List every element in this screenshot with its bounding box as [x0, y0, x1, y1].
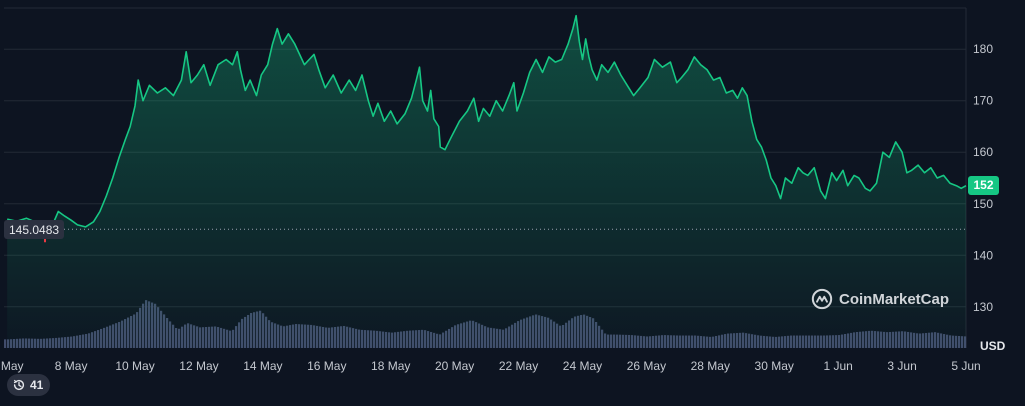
x-tick-label: 24 May: [563, 359, 602, 373]
x-tick-label: 14 May: [243, 359, 282, 373]
y-tick-label: 160: [973, 145, 993, 159]
x-tick-label: 26 May: [627, 359, 666, 373]
y-tick-label: 150: [973, 197, 993, 211]
x-tick-label: 12 May: [179, 359, 218, 373]
reference-price-line: [4, 228, 966, 243]
x-tick-label: 18 May: [371, 359, 410, 373]
currency-label: USD: [980, 339, 1006, 353]
history-clock-icon: [13, 379, 25, 391]
history-count: 41: [30, 378, 44, 392]
coinmarketcap-logo-icon: [811, 288, 833, 310]
watermark-text: CoinMarketCap: [839, 290, 950, 308]
x-tick-label: 6 May: [0, 359, 24, 373]
coinmarketcap-watermark: CoinMarketCap: [811, 288, 949, 310]
price-line: [7, 14, 967, 228]
y-tick-label: 180: [973, 42, 993, 56]
x-tick-label: 28 May: [691, 359, 730, 373]
y-axis: 130 140 150 160 170 180: [973, 42, 993, 314]
history-badge[interactable]: 41: [7, 374, 51, 396]
y-tick-label: 140: [973, 248, 993, 262]
y-tick-label: 170: [973, 94, 993, 108]
x-tick-label: 10 May: [115, 359, 154, 373]
x-tick-label: 3 Jun: [887, 359, 916, 373]
y-tick-label: 130: [973, 300, 993, 314]
x-tick-label: 22 May: [499, 359, 538, 373]
x-tick-label: 20 May: [435, 359, 474, 373]
reference-marker: [44, 238, 46, 243]
x-tick-label: 16 May: [307, 359, 346, 373]
price-area-fill: [7, 15, 966, 348]
x-tick-label: 5 Jun: [951, 359, 980, 373]
volume-bar: [4, 339, 7, 348]
reference-price-badge: 145.0483: [4, 220, 65, 240]
last-price-badge: 152: [968, 175, 999, 195]
x-tick-label: 8 May: [55, 359, 88, 373]
price-area: [7, 14, 967, 348]
x-tick-label: 1 Jun: [823, 359, 852, 373]
x-axis: 6 May 8 May 10 May 12 May 14 May 16 May 18 May…: [0, 359, 981, 373]
x-tick-label: 30 May: [755, 359, 794, 373]
